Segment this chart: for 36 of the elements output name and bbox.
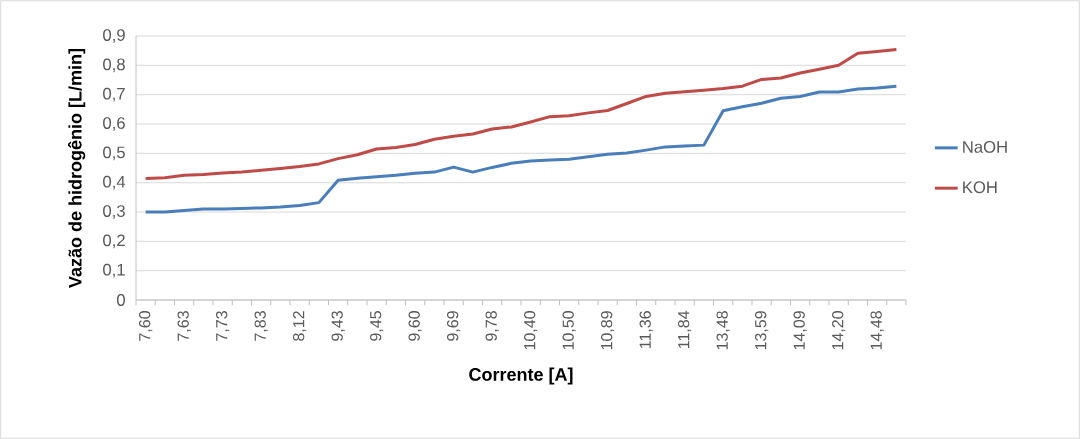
x-tick-label: 14,09 [793, 311, 807, 350]
x-tick-label: 11,36 [639, 311, 653, 349]
x-tick-label: 9,69 [447, 311, 461, 341]
y-axis-title: Vazão de hidrogênio [L/min] [68, 49, 86, 288]
y-tick-label: 0,3 [103, 205, 125, 219]
x-tick-label: 11,84 [678, 310, 692, 349]
y-tick-label: 0,9 [103, 29, 125, 43]
x-tick-label: 10,40 [524, 311, 538, 350]
x-tick-label: 9,78 [485, 311, 499, 341]
x-tick-label: 7,73 [216, 311, 230, 341]
y-tick-label: 0,8 [103, 58, 125, 73]
x-tick-label: 9,43 [331, 311, 345, 341]
y-tick-label: 0,2 [103, 234, 125, 249]
x-tick-label: 13,59 [755, 311, 769, 350]
x-tick-label: 10,89 [601, 311, 615, 350]
x-tick-label: 9,60 [408, 311, 422, 341]
legend-label: NaOH [963, 141, 1007, 153]
x-tick-label: 7,83 [254, 311, 268, 341]
y-tick-label: 0,1 [103, 263, 125, 278]
x-axis-title: Corrente [A] [469, 367, 573, 385]
x-tick-label: 7,60 [139, 311, 153, 341]
x-tick-label: 9,45 [370, 311, 384, 341]
x-tick-label: 14,48 [870, 311, 884, 350]
y-tick-label: 0,7 [103, 87, 125, 102]
y-tick-label: 0,6 [103, 117, 125, 131]
line-series [144, 48, 898, 181]
x-tick-label: 14,20 [832, 311, 846, 350]
x-tick-label: 13,48 [716, 311, 730, 350]
x-tick-label: 10,50 [562, 311, 576, 350]
y-tick-label: 0,5 [103, 146, 125, 161]
line-series [144, 84, 898, 214]
x-tick-label: 8,12 [293, 311, 307, 341]
x-tick-label: 7,63 [177, 311, 191, 341]
y-tick-label: 0,4 [103, 175, 126, 190]
y-tick-label: 0 [116, 294, 125, 306]
legend-label: KOH [963, 181, 997, 194]
